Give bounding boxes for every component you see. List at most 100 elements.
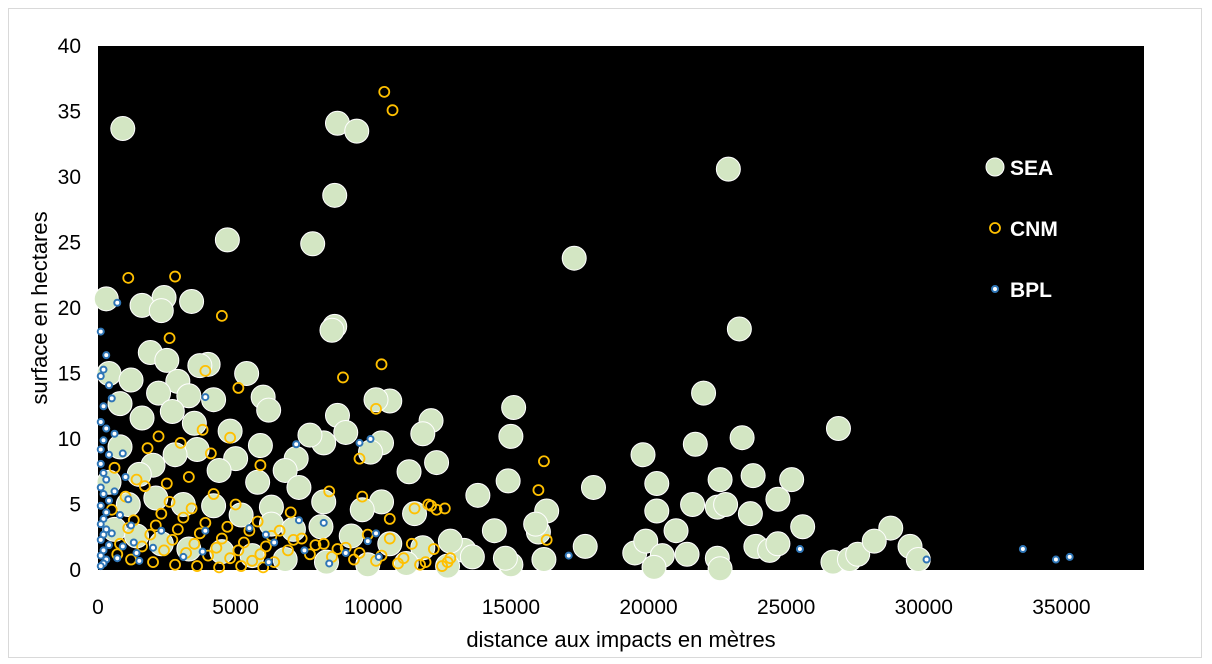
data-point-sea (765, 531, 791, 557)
data-point-sea (410, 421, 436, 447)
data-point-cnm (196, 423, 209, 436)
series-cnm (105, 85, 553, 574)
data-point-sea (726, 316, 752, 342)
data-point-sea (765, 486, 791, 512)
data-point-bpl (294, 516, 303, 525)
data-point-sea (154, 347, 180, 373)
legend-item-bpl: BPL (991, 279, 1052, 302)
data-point-cnm (141, 442, 154, 455)
legend-label: BPL (1010, 279, 1052, 302)
legend-label: CNM (1010, 218, 1058, 241)
data-point-cnm (532, 484, 545, 496)
data-point-cnm (356, 490, 369, 503)
data-point-cnm (207, 488, 220, 500)
x-tick-label: 5000 (212, 596, 259, 619)
data-point-bpl (102, 351, 111, 360)
data-point-sea (176, 383, 202, 409)
data-point-sea (245, 469, 271, 495)
data-point-cnm (309, 539, 322, 552)
data-point-sea (633, 528, 659, 554)
legend-item-sea: SEA (985, 157, 1053, 180)
y-tick-label: 20 (58, 297, 81, 320)
data-point-bpl (96, 372, 105, 381)
y-axis-ticks: 0 5 10 15 20 25 30 35 40 (58, 35, 81, 582)
data-point-sea (184, 436, 210, 462)
data-point-cnm (331, 543, 344, 555)
data-point-cnm (174, 437, 187, 449)
data-point-sea (187, 353, 213, 379)
data-point-bpl (96, 501, 105, 510)
series-bpl (96, 298, 1074, 571)
data-point-sea (333, 419, 359, 445)
data-point-sea (322, 182, 348, 208)
data-point-sea (201, 387, 227, 413)
data-point-sea (663, 518, 689, 544)
data-point-cnm (199, 364, 212, 377)
data-point-sea (129, 405, 155, 431)
data-point-cnm (405, 537, 418, 550)
data-point-cnm (224, 552, 237, 565)
data-point-sea (779, 467, 805, 493)
legend-label: SEA (1010, 157, 1053, 180)
data-point-sea (561, 245, 587, 271)
data-point-bpl (325, 559, 334, 568)
data-point-bpl (105, 541, 114, 550)
data-point-bpl (1018, 545, 1027, 554)
data-point-sea (707, 467, 733, 493)
data-point-sea (148, 298, 174, 324)
data-point-bpl (96, 520, 105, 529)
data-point-sea (393, 550, 419, 576)
data-point-cnm (323, 485, 336, 498)
data-point-sea (349, 497, 375, 523)
data-point-sea (740, 463, 766, 489)
data-point-bpl (149, 543, 158, 552)
data-points (93, 85, 1074, 582)
data-point-sea (825, 416, 851, 442)
data-point-bpl (355, 438, 364, 447)
scatter-chart: 0 5 10 15 20 25 30 35 40 0 5000 10000 15000 20000 250… (27, 35, 1144, 652)
data-point-bpl (96, 459, 105, 468)
data-point-cnm (246, 554, 259, 567)
data-point-cnm (163, 495, 176, 508)
data-point-bpl (99, 365, 108, 374)
data-point-cnm (251, 515, 264, 528)
data-point-sea (492, 545, 518, 571)
data-point-cnm (257, 561, 270, 574)
data-point-cnm (182, 471, 195, 483)
data-point-cnm (169, 270, 181, 283)
data-point-cnm (337, 371, 349, 384)
data-point-sea (256, 397, 282, 423)
data-point-cnm (221, 520, 234, 533)
data-point-cnm (122, 271, 135, 284)
data-point-bpl (292, 440, 301, 449)
data-point-cnm (540, 533, 553, 546)
data-point-cnm (441, 556, 454, 569)
data-point-cnm (210, 541, 223, 554)
data-point-sea (93, 286, 119, 312)
data-point-sea (110, 116, 136, 142)
data-point-sea (308, 514, 334, 540)
data-point-sea (214, 227, 240, 253)
x-tick-label: 20000 (619, 596, 677, 619)
data-point-cnm (163, 332, 176, 345)
y-tick-label: 15 (58, 363, 81, 386)
data-point-bpl (105, 450, 114, 459)
data-point-cnm (273, 524, 286, 537)
x-axis-label: distance aux impacts en mètres (466, 627, 775, 652)
data-point-cnm (282, 544, 294, 557)
data-point-cnm (397, 552, 410, 565)
data-point-bpl (245, 524, 254, 533)
data-point-cnm (383, 532, 396, 545)
data-point-sea (674, 541, 700, 567)
data-point-bpl (157, 526, 166, 535)
data-point-sea (531, 547, 557, 573)
data-point-sea (206, 457, 232, 483)
data-point-cnm (235, 560, 248, 572)
data-point-sea (181, 410, 207, 436)
data-point-bpl (105, 381, 114, 390)
data-point-cnm (425, 499, 437, 512)
data-point-sea (272, 457, 298, 483)
data-point-bpl (96, 535, 105, 544)
legend-item-cnm: CNM (989, 218, 1058, 241)
data-point-cnm (169, 558, 181, 571)
